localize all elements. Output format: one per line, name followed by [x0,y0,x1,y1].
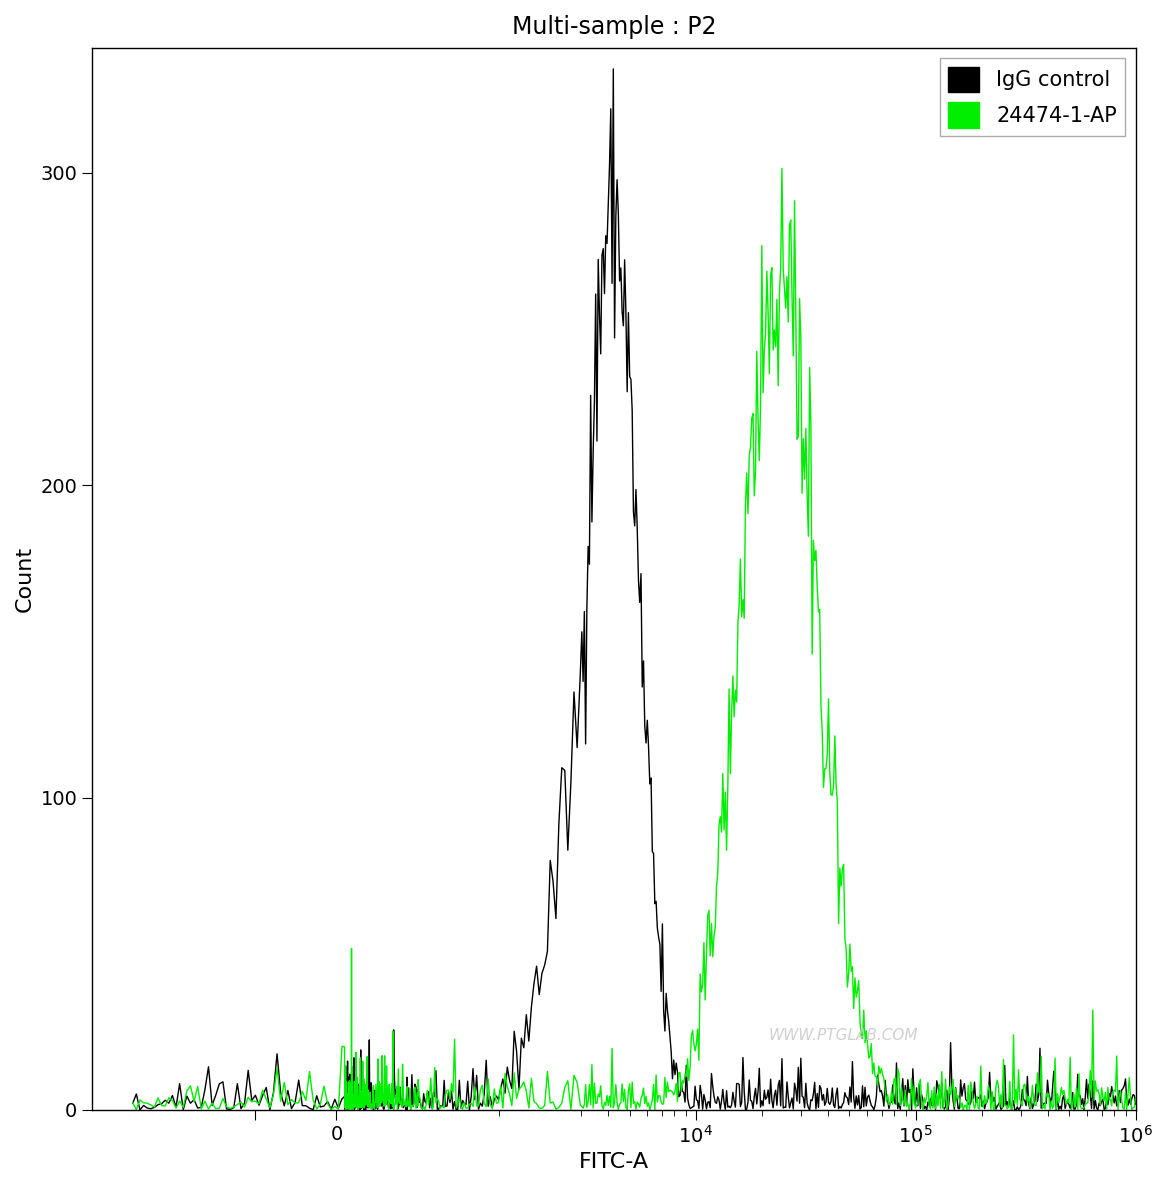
Legend: IgG control, 24474-1-AP: IgG control, 24474-1-AP [940,58,1125,137]
Line: IgG control: IgG control [133,69,1135,1110]
24474-1-AP [378,1094,392,1109]
Line: 24474-1-AP: 24474-1-AP [133,169,1135,1110]
24474-1-AP [547,1094,561,1109]
24474-1-AP [1128,1091,1142,1105]
24474-1-AP [369,1088,383,1103]
IgG control [549,912,563,926]
24474-1-AP [126,1096,140,1110]
IgG control [1050,1090,1064,1104]
IgG control [1128,1097,1142,1111]
X-axis label: FITC-A: FITC-A [578,1153,649,1172]
IgG control [606,62,620,76]
IgG control [126,1096,140,1110]
IgG control [370,1090,384,1104]
Text: WWW.PTGLAB.COM: WWW.PTGLAB.COM [769,1028,918,1043]
IgG control [378,1087,392,1102]
Title: Multi-sample : P2: Multi-sample : P2 [512,15,716,39]
24474-1-AP [1071,1103,1085,1117]
Y-axis label: Count: Count [15,546,35,612]
24474-1-AP [774,161,788,176]
24474-1-AP [957,1103,971,1117]
IgG control [133,1103,147,1117]
24474-1-AP [1050,1086,1064,1100]
IgG control [1071,1067,1085,1081]
IgG control [1062,1097,1076,1111]
24474-1-AP [1062,1096,1076,1110]
